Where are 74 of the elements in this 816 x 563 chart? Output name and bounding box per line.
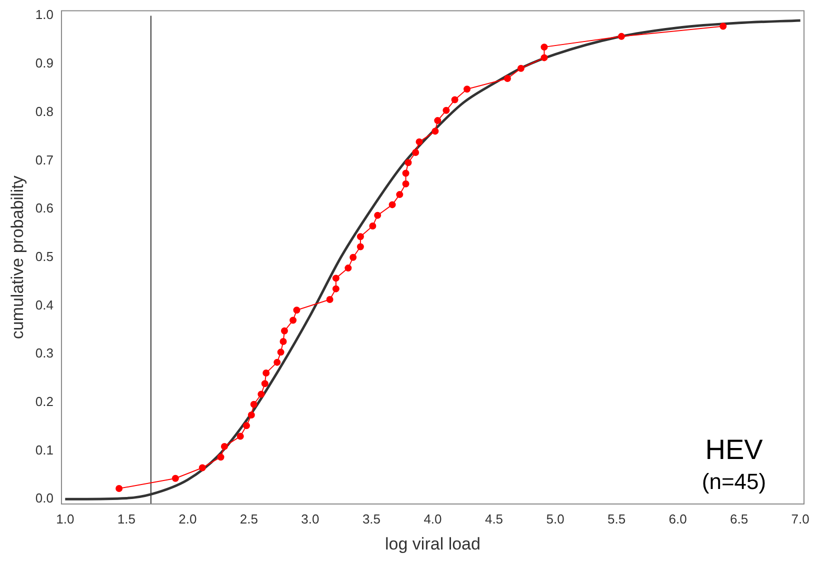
point [344,264,352,272]
point [464,86,471,93]
point [248,412,255,419]
x-tick-label: 5.0 [546,511,564,526]
point [402,170,410,177]
point [172,474,179,482]
point [517,64,524,72]
point [434,117,442,124]
point [116,485,123,492]
point [293,306,300,314]
y-tick-label: 0.4 [35,297,54,312]
point [388,201,396,208]
x-tick-label: 2.0 [178,511,197,526]
x-axis-title: log viral load [385,534,480,554]
y-axis-title: cumulative probability [8,175,27,340]
y-tick-label: 0.3 [35,346,54,361]
point [451,96,458,104]
y-tick-label: 0.6 [35,200,54,216]
point [290,316,297,324]
y-tick-label: 0.7 [35,152,54,168]
point [412,148,420,156]
point [332,274,340,282]
point [402,180,410,188]
point [350,254,357,261]
y-tick-label: 1.0 [35,7,54,22]
point [236,432,244,440]
line-series [64,19,802,500]
point [262,369,270,376]
point [250,400,258,408]
point [416,138,423,146]
y-tick-label: 0.0 [35,490,54,506]
x-tick-label: 3.0 [301,511,320,526]
x-tick-label: 3.5 [362,511,381,526]
point [356,243,364,250]
y-tick-label: 0.9 [35,56,54,71]
x-tick-label: 6.0 [668,511,687,526]
point [369,222,376,230]
x-tick-label: 7.0 [791,511,810,526]
y-tick-label: 0.5 [35,248,54,264]
x-tick-label: 6.5 [730,511,748,526]
x-tick-label: 1.5 [117,511,136,526]
x-tick-label: 4.0 [424,511,442,526]
point [332,285,340,292]
point [198,464,206,472]
point [258,390,265,398]
x-tick-label: 5.5 [607,511,626,526]
x-tick-label: 1.0 [56,511,74,526]
annotation: (n=45) [702,469,766,494]
point [404,159,412,166]
point [280,327,288,334]
point [374,212,382,219]
point [242,422,250,430]
point [504,74,511,82]
point [720,22,727,30]
point [261,380,268,388]
annotation: HEV [705,434,764,465]
point [442,106,450,114]
x-tick-label: 2.5 [240,511,258,526]
point [220,442,228,450]
point [356,233,364,240]
point [277,348,284,356]
point [540,54,548,62]
point [280,338,287,346]
y-tick-label: 0.8 [35,104,54,119]
y-tick-label: 0.2 [35,394,54,410]
point [432,128,439,135]
point [217,454,224,461]
point [326,296,334,303]
point [618,32,625,40]
y-tick-label: 0.1 [35,442,54,458]
x-tick-label: 4.5 [484,511,504,526]
point [274,358,281,366]
point [396,191,404,198]
point [540,44,548,51]
